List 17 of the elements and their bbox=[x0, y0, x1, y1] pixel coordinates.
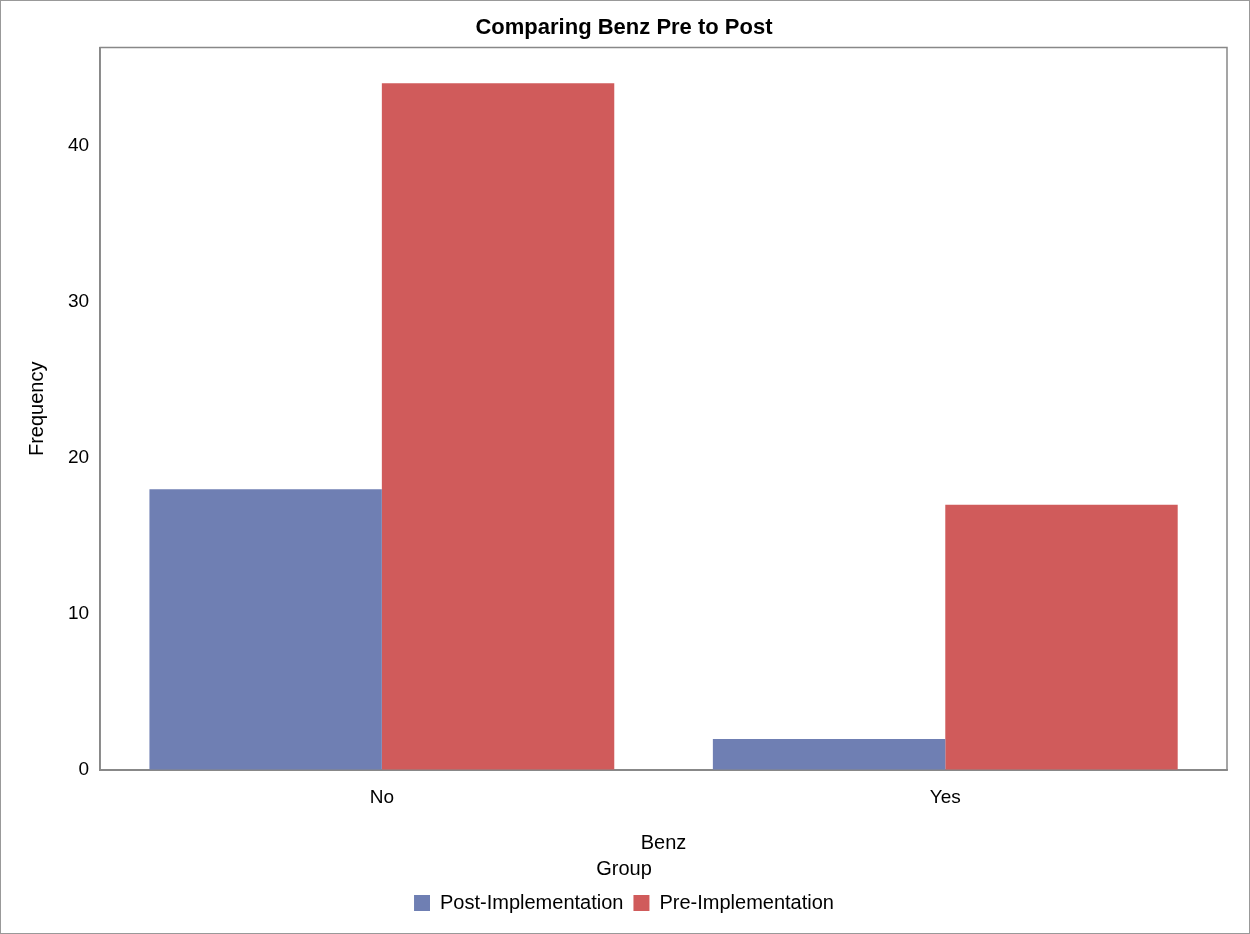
y-tick-label: 10 bbox=[67, 602, 90, 624]
x-axis-title: Benz bbox=[640, 830, 687, 853]
y-axis-title: Frequency bbox=[24, 361, 47, 457]
bar bbox=[945, 504, 1178, 771]
legend-label: Post-Implementation bbox=[440, 890, 624, 913]
x-tick-label: Yes bbox=[929, 785, 961, 807]
bar bbox=[712, 738, 946, 771]
y-tick-label: 0 bbox=[78, 758, 90, 780]
y-tick-label: 40 bbox=[67, 133, 90, 155]
legend-label: Pre-Implementation bbox=[659, 890, 834, 913]
bar bbox=[381, 83, 615, 771]
chart-title: Comparing Benz Pre to Post bbox=[475, 14, 774, 40]
y-tick-label: 30 bbox=[67, 290, 90, 312]
x-tick-label: No bbox=[369, 785, 394, 807]
bar bbox=[149, 489, 382, 771]
y-tick-label: 20 bbox=[67, 446, 90, 468]
legend-title: Group bbox=[596, 856, 652, 879]
